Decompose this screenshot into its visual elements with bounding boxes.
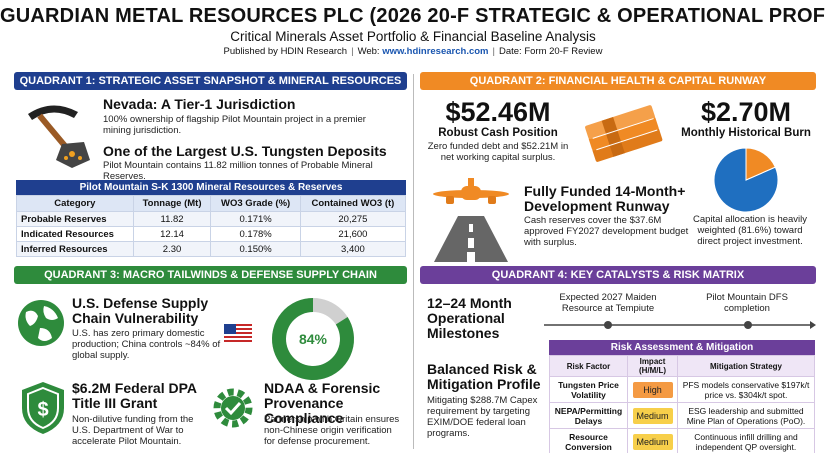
q1-block2-text: Pilot Mountain contains 11.82 million to… [103,160,373,182]
col-header: Tonnage (Mt) [132,195,212,212]
publication-line: Published by HDIN Research | Web: www.hdin… [223,46,603,57]
col-header: WO3 Grade (%) [210,195,301,212]
mineral-resources-table: Pilot Mountain S-K 1300 Mineral Resource… [16,180,407,257]
table-row: Resource Conversion Medium Continuous in… [549,428,815,453]
web-label: Web: [357,46,383,57]
cash-text: Zero funded debt and $52.21M in net work… [427,141,569,163]
published-by: Published by HDIN Research [223,46,348,57]
milestone-marker [604,321,612,329]
web-link[interactable]: www.hdinresearch.com [382,46,489,57]
risk-strategy: PFS models conservative $197k/t price vs… [677,376,815,403]
mineral-table-caption: Pilot Mountain S-K 1300 Mineral Resource… [16,180,406,195]
table-cell: 0.178% [210,226,301,242]
allocation-text: Capital allocation is heavily weighted (… [692,214,808,247]
col-header: Contained WO3 (t) [299,195,407,212]
table-row: Probable Reserves 11.82 0.171% 20,275 [16,211,407,227]
table-row: Inferred Resources 2.30 0.150% 3,400 [16,241,407,257]
table-cell: 12.14 [132,226,212,242]
pickaxe-ore-icon [28,105,90,168]
table-cell: Indicated Resources [16,226,134,242]
impact-badge: Medium [632,433,673,450]
burn-value: $2.70M [700,97,792,127]
impact-badge: Medium [632,407,673,424]
table-cell: 11.82 [132,211,212,227]
q4-header: QUADRANT 4: KEY CATALYSTS & RISK MATRIX [420,266,816,284]
milestone-2-label: Pilot Mountain DFS completion [706,292,788,314]
vuln-text: U.S. has zero primary domestic productio… [72,328,221,361]
cash-label: Robust Cash Position [438,127,558,139]
risk-strategy: Continuous infill drilling and independe… [677,428,815,453]
header: GUARDIAN METAL RESOURCES PLC (2026 20-F … [0,0,826,70]
table-cell: Inferred Resources [16,241,134,257]
table-cell: 20,275 [299,211,407,227]
risk-matrix-table: Risk Assessment & Mitigation Risk Factor… [549,340,815,453]
q1-block2-title: One of the Largest U.S. Tungsten Deposit… [103,143,387,159]
table-cell: 0.171% [210,211,301,227]
q1-block1-title: Nevada: A Tier-1 Jurisdiction [103,96,296,112]
page-subtitle: Critical Minerals Asset Portfolio & Fina… [230,29,596,44]
grant-title: $6.2M Federal DPA Title III Grant [72,380,197,411]
shield-dollar-icon: $ [22,382,64,434]
pie-slice-other [745,147,776,181]
pie-slice-direct [713,147,779,213]
table-cell: 21,600 [299,226,407,242]
table-row: NEPA/Permitting Delays Medium ESG leader… [549,402,815,429]
impact-badge: High [632,381,673,398]
ndaa-title: NDAA & Forensic Provenance Compliance [264,380,381,426]
airplane-runway-icon [433,178,509,262]
risk-impact-cell: Medium [627,428,678,453]
milestone-1-label: Expected 2027 Maiden Resource at Tempiut… [559,292,657,314]
milestones-title: 12–24 Month Operational Milestones [427,295,512,341]
us-flag-icon [224,324,252,342]
globe-icon [18,300,64,346]
vuln-title: U.S. Defense Supply Chain Vulnerability [72,295,209,326]
balanced-title: Balanced Risk & Mitigation Profile [427,361,541,392]
gear-check-icon [213,388,253,428]
ndaa-text: Partnership with Oritain ensures non-Chi… [264,414,400,447]
svg-text:$: $ [37,399,48,421]
risk-factor: Resource Conversion [549,428,628,453]
allocation-pie-chart [713,147,779,213]
table-cell: Probable Reserves [16,211,134,227]
milestone-marker [744,321,752,329]
runway-text: Cash reserves cover the $37.6M approved … [524,215,689,248]
table-header-row: Risk Factor Impact (H/M/L) Mitigation St… [549,355,815,377]
table-cell: 2.30 [132,241,212,257]
risk-factor: NEPA/Permitting Delays [549,402,628,429]
col-header: Impact (H/M/L) [627,355,678,377]
q1-header: QUADRANT 1: STRATEGIC ASSET SNAPSHOT & M… [14,72,407,90]
donut-label: 84% [299,331,328,347]
col-header: Mitigation Strategy [677,355,815,377]
q1-block1-text: 100% ownership of flagship Pilot Mountai… [103,114,366,136]
table-header-row: Category Tonnage (Mt) WO3 Grade (%) Cont… [16,195,407,212]
table-row: Tungsten Price Volatility High PFS model… [549,376,815,403]
table-cell: 3,400 [299,241,407,257]
page-title: GUARDIAN METAL RESOURCES PLC (2026 20-F … [0,5,826,27]
milestone-timeline [544,321,816,329]
cash-stack-icon [585,105,663,162]
center-divider [413,74,414,449]
risk-impact-cell: High [627,376,678,403]
risk-strategy: ESG leadership and submitted Mine Plan o… [677,402,815,429]
burn-label: Monthly Historical Burn [681,127,811,139]
risk-factor: Tungsten Price Volatility [549,376,628,403]
col-header: Risk Factor [549,355,628,377]
table-row: Indicated Resources 12.14 0.178% 21,600 [16,226,407,242]
col-header: Category [16,195,134,212]
q3-header: QUADRANT 3: MACRO TAILWINDS & DEFENSE SU… [14,266,407,284]
table-cell: 0.150% [210,241,301,257]
risk-impact-cell: Medium [627,402,678,429]
balanced-text: Mitigating $288.7M Capex requirement by … [427,395,538,439]
q2-header: QUADRANT 2: FINANCIAL HEALTH & CAPITAL R… [420,72,816,90]
risk-table-caption: Risk Assessment & Mitigation [549,340,815,355]
runway-title: Fully Funded 14-Month+ Development Runwa… [524,183,686,214]
donut-china-share-arc [272,298,354,380]
grant-text: Non-dilutive funding from the U.S. Depar… [72,414,194,447]
china-share-donut: 84% [272,298,354,380]
date-label: Date: Form 20-F Review [498,46,603,57]
cash-value: $52.46M [445,97,551,127]
